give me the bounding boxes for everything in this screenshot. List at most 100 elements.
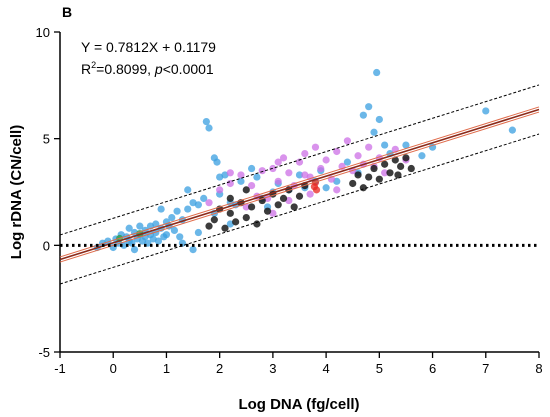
data-point <box>365 143 373 151</box>
data-point <box>226 209 234 217</box>
y-tick-label: 5 <box>43 132 50 147</box>
data-point <box>343 137 351 145</box>
data-point <box>301 171 309 179</box>
data-point <box>242 214 250 222</box>
data-point <box>381 160 389 168</box>
y-tick-label: 10 <box>36 25 50 40</box>
data-point <box>202 118 210 126</box>
data-point <box>381 169 389 177</box>
data-point <box>184 205 192 213</box>
data-point <box>152 220 160 228</box>
data-point <box>194 201 202 209</box>
data-point <box>317 164 325 173</box>
data-point <box>333 147 341 156</box>
data-point <box>226 169 234 177</box>
y-tick-label: -5 <box>38 345 50 360</box>
data-point <box>205 124 213 132</box>
data-point <box>226 194 234 202</box>
data-point <box>295 158 304 166</box>
data-point <box>274 158 282 166</box>
data-point <box>154 237 163 245</box>
data-point <box>242 203 250 211</box>
upper-confidence-line <box>59 106 540 258</box>
data-point <box>428 143 437 151</box>
data-point <box>311 143 320 151</box>
data-point <box>173 207 181 215</box>
upper-prediction-band <box>59 84 540 236</box>
data-point <box>253 173 261 181</box>
data-point <box>365 103 373 111</box>
data-point <box>306 190 314 198</box>
data-point <box>176 233 184 241</box>
x-tick-label: 5 <box>376 361 383 376</box>
data-point <box>381 141 389 149</box>
data-point <box>343 158 351 166</box>
x-axis-label: Log DNA (fg/cell) <box>238 396 359 413</box>
y-axis-label: Log rDNA (CN/cell) <box>8 125 25 259</box>
data-point <box>279 194 288 202</box>
data-point <box>349 179 357 188</box>
regression-layer <box>59 84 540 285</box>
data-point <box>312 186 321 194</box>
regression-line <box>59 108 540 261</box>
x-tick-label: 7 <box>482 361 489 376</box>
r-squared-annotation: R2=0.8099, p<0.0001 <box>81 60 214 77</box>
data-point <box>407 164 415 173</box>
ticks-layer: -1 0 1 2 3 4 5 6 7 8 -5 0 5 10 <box>36 25 543 376</box>
data-point <box>508 126 516 134</box>
data-point <box>258 167 266 175</box>
data-point <box>322 184 330 192</box>
data-point <box>253 220 261 228</box>
data-point <box>290 203 298 211</box>
data-point <box>136 222 144 230</box>
data-point <box>391 156 399 164</box>
data-point <box>237 177 245 185</box>
data-point <box>402 154 410 162</box>
data-point <box>373 68 381 77</box>
x-tick-label: 8 <box>535 361 542 376</box>
x-tick-label: 2 <box>216 361 223 376</box>
data-point <box>242 186 250 194</box>
data-point <box>221 224 229 232</box>
data-point <box>354 171 362 179</box>
data-point <box>274 201 282 209</box>
series-layer <box>93 68 516 254</box>
data-point <box>170 226 179 234</box>
data-point <box>322 156 330 164</box>
x-tick-label: 0 <box>110 361 117 376</box>
x-tick-label: 4 <box>322 361 329 376</box>
data-point <box>263 207 272 215</box>
data-point <box>418 152 426 160</box>
data-point <box>301 150 309 158</box>
data-point <box>269 164 277 173</box>
lower-prediction-band <box>59 133 540 285</box>
data-point <box>333 186 341 194</box>
data-point <box>162 231 171 239</box>
regression-equation: Y = 0.7812X + 0.1179 <box>81 39 216 55</box>
x-tick-label: 3 <box>269 361 276 376</box>
data-point <box>365 173 373 181</box>
data-point <box>274 177 282 185</box>
data-point <box>354 152 362 160</box>
x-tick-label: 6 <box>429 361 436 376</box>
data-point <box>375 115 383 124</box>
data-point <box>370 128 378 136</box>
data-point <box>285 169 293 177</box>
data-point <box>248 164 256 173</box>
data-point <box>375 175 383 183</box>
data-point <box>130 246 139 254</box>
data-point <box>295 171 304 179</box>
data-point <box>125 224 133 232</box>
data-point <box>258 196 266 205</box>
data-point <box>184 186 192 194</box>
data-point <box>194 228 202 237</box>
panel-label: B <box>62 4 72 20</box>
data-point <box>279 154 288 162</box>
data-point <box>205 222 213 230</box>
data-point <box>120 241 128 249</box>
data-point <box>248 203 256 211</box>
data-point <box>200 194 208 202</box>
data-point <box>157 205 165 213</box>
data-point <box>168 214 176 222</box>
